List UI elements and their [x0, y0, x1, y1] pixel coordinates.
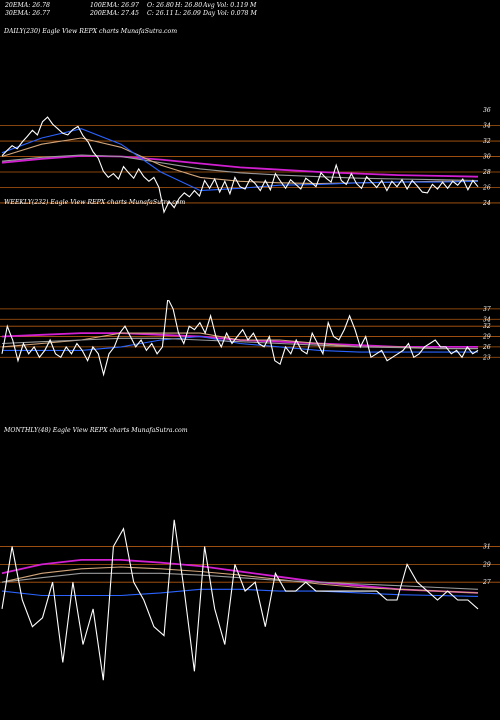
- moving-average-line: [1, 137, 478, 185]
- y-tick-label: 24: [482, 200, 491, 207]
- y-tick-label: 36: [483, 107, 491, 114]
- y-tick-label: 26: [482, 344, 491, 351]
- y-tick-label: 32: [483, 138, 491, 145]
- moving-average-line: [1, 128, 479, 192]
- monthly-chart-caption: MONTHLY(48) Eagle View REPX charts Munaf…: [4, 427, 188, 434]
- y-tick-label: 29: [482, 561, 491, 568]
- y-tick-label: 29: [482, 334, 491, 341]
- price-line: [1, 519, 479, 681]
- y-tick-label: 28: [482, 169, 491, 176]
- y-tick-label: 34: [483, 316, 491, 323]
- high-stat: H: 26.80: [175, 2, 203, 9]
- monthly-chart: 31 29 27: [0, 519, 500, 681]
- ema200-stat: 200EMA: 27.45: [90, 10, 139, 17]
- moving-average-line: [2, 335, 478, 353]
- close-stat: C: 26.11: [147, 10, 174, 17]
- price-line: [1, 300, 479, 377]
- ema30-stat: 30EMA: 26.77: [5, 10, 50, 17]
- daily-chart: 36 34 32 30 28 26 24: [0, 107, 500, 214]
- open-stat: O: 26.80: [147, 2, 174, 9]
- daily-chart-caption: DAILY(230) Eagle View REPX charts Munafa…: [4, 28, 178, 35]
- y-tick-label: 31: [483, 544, 491, 551]
- price-line: [1, 116, 479, 214]
- ema100-stat: 100EMA: 26.97: [90, 2, 139, 9]
- y-tick-label: 30: [483, 154, 491, 161]
- moving-average-line: [1, 566, 479, 594]
- y-tick-label: 26: [482, 184, 491, 191]
- avg-vol-stat: Avg Vol: 0.119 M: [203, 2, 257, 9]
- moving-average-line: [1, 154, 479, 182]
- stats-header: 20EMA: 26.78 100EMA: 26.97 O: 26.80 H: 2…: [0, 0, 500, 20]
- y-tick-label: 37: [483, 306, 491, 313]
- moving-average-line: [1, 154, 479, 178]
- y-tick-label: 32: [483, 323, 491, 330]
- ema20-stat: 20EMA: 26.78: [5, 2, 50, 9]
- day-vol-stat: Day Vol: 0.078 M: [203, 10, 257, 17]
- y-tick-label: 23: [482, 354, 491, 361]
- moving-average-line: [1, 337, 478, 350]
- y-tick-label: 34: [483, 123, 491, 130]
- y-tick-label: 27: [482, 579, 491, 586]
- weekly-chart-caption: WEEKLY(232) Eagle View REPX charts Munaf…: [4, 199, 186, 206]
- low-stat: L: 26.09: [175, 10, 201, 17]
